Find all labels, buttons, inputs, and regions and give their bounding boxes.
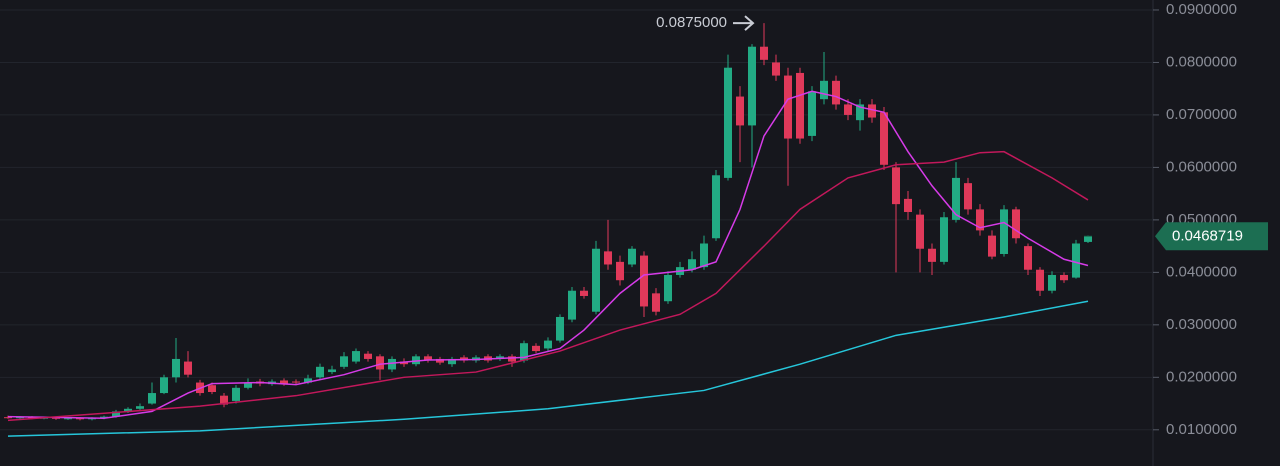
candle-body	[100, 416, 108, 419]
y-tick-label: 0.0400000	[1166, 263, 1237, 280]
candle-body	[748, 46, 756, 126]
candle-body	[796, 72, 804, 139]
annotation-label: 0.0875000	[656, 14, 727, 31]
candle-body	[688, 259, 696, 270]
candle-body	[364, 353, 372, 359]
moving-average-line	[7, 90, 1089, 419]
candle-body	[628, 248, 636, 265]
candle-body	[556, 316, 564, 341]
candle-body	[16, 417, 24, 419]
candle-body	[604, 251, 612, 265]
candle-body	[220, 395, 228, 405]
candle-body	[508, 356, 516, 362]
candle-body	[280, 380, 288, 384]
candle-body	[172, 358, 180, 378]
last-price-tag	[1155, 222, 1268, 251]
candle-body	[844, 104, 852, 115]
candle-body	[424, 356, 432, 361]
candle-body	[928, 248, 936, 262]
y-tick-label: 0.0800000	[1166, 53, 1237, 70]
candle-body	[532, 345, 540, 352]
candle-body	[76, 418, 84, 420]
candle-body	[988, 235, 996, 257]
candle-body	[520, 343, 528, 361]
candle-body	[160, 377, 168, 394]
candle-body	[448, 358, 456, 365]
candle-body	[208, 385, 216, 393]
candle-body	[664, 274, 672, 302]
candle-body	[124, 408, 132, 412]
candle-body	[352, 351, 360, 362]
candle-body	[1084, 236, 1092, 242]
candle-body	[64, 418, 72, 420]
candle-body	[136, 406, 144, 409]
candle-body	[580, 290, 588, 296]
y-tick-label: 0.0200000	[1166, 368, 1237, 385]
moving-average-line	[7, 150, 1089, 422]
candle-body	[1024, 246, 1032, 270]
candle-body	[112, 411, 120, 417]
candle-body	[148, 393, 156, 404]
candle-body	[568, 290, 576, 320]
candle-body	[1000, 209, 1008, 254]
candle-body	[388, 358, 396, 370]
candle-body	[916, 214, 924, 249]
candle-body	[496, 356, 504, 359]
candle-body	[616, 261, 624, 281]
candle-body	[244, 382, 252, 388]
y-tick-label: 0.0300000	[1166, 316, 1237, 333]
candle-body	[1012, 209, 1020, 239]
candle-body	[232, 387, 240, 401]
candle-body	[868, 104, 876, 118]
candle-body	[736, 96, 744, 126]
candle-body	[700, 243, 708, 268]
candle-body	[940, 217, 948, 262]
candle-body	[1072, 243, 1080, 278]
candle-body	[652, 293, 660, 312]
y-tick-label: 0.0100000	[1166, 421, 1237, 438]
candle-body	[544, 340, 552, 349]
candle-body	[340, 356, 348, 367]
candle-body	[964, 183, 972, 210]
candle-body	[412, 356, 420, 365]
candle-body	[952, 177, 960, 220]
candle-body	[880, 112, 888, 165]
candle-body	[640, 255, 648, 307]
candle-body	[436, 358, 444, 363]
candle-body	[784, 75, 792, 139]
candle-body	[400, 361, 408, 365]
candle-body	[292, 381, 300, 383]
annotation-arrow	[733, 15, 755, 31]
candle-body	[184, 361, 192, 375]
y-tick-label: 0.0700000	[1166, 106, 1237, 123]
candle-body	[316, 366, 324, 378]
candle-body	[1036, 269, 1044, 291]
last-price-label: 0.0468719	[1172, 227, 1243, 244]
candle-body	[820, 80, 828, 100]
candle-body	[376, 356, 384, 370]
candle-body	[832, 80, 840, 105]
candle-body	[304, 378, 312, 383]
candle-body	[904, 198, 912, 213]
candle-body	[1060, 274, 1068, 281]
candle-body	[976, 209, 984, 231]
candle-body	[724, 67, 732, 178]
y-tick-label: 0.0600000	[1166, 158, 1237, 175]
y-tick-label: 0.0900000	[1166, 1, 1237, 18]
candle-body	[712, 175, 720, 239]
candle-body	[760, 46, 768, 60]
candle-body	[52, 417, 60, 419]
candle-body	[856, 104, 864, 121]
candle-body	[808, 91, 816, 136]
moving-average-line	[7, 300, 1089, 437]
candle-body	[892, 167, 900, 205]
candle-body	[772, 62, 780, 76]
candle-body	[1048, 274, 1056, 291]
candle-body	[328, 369, 336, 373]
candle-body	[592, 248, 600, 312]
candle-body	[4, 417, 12, 419]
